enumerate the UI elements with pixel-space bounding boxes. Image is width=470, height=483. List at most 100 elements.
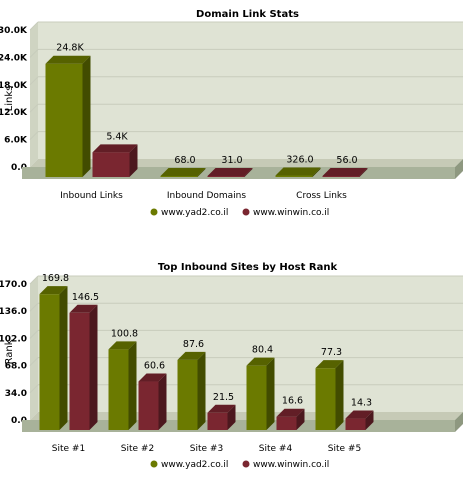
chart1-bar-side	[244, 168, 253, 177]
chart1-title: Domain Link Stats	[196, 9, 299, 20]
chart1-bar-yad2	[45, 55, 91, 177]
chart1-floor-side	[455, 159, 463, 179]
chart2-bar-side	[365, 410, 374, 430]
chart1-ytick-label: 12.0K	[0, 108, 28, 118]
chart2-ytick-label: 34.0	[5, 389, 27, 399]
chart1-bar-front	[92, 152, 130, 177]
chart2-bar-front	[345, 418, 366, 430]
chart1-bar-front	[45, 63, 83, 177]
chart1-data-label: 326.0	[286, 155, 313, 166]
chart2-bar-front	[246, 365, 267, 430]
chart1-bar-front	[322, 176, 360, 177]
chart2-ytick-label: 0.0	[11, 416, 27, 426]
chart2-bar-top	[177, 351, 206, 360]
chart2-gridline-side	[29, 275, 39, 285]
chart2-bar-front	[69, 312, 90, 430]
chart2-bar-top	[69, 304, 98, 313]
chart1-legend-marker	[242, 208, 250, 216]
chart2-side-wall	[30, 276, 38, 420]
chart1-data-label: 31.0	[221, 155, 242, 166]
chart2-bar-winwin	[69, 304, 98, 430]
chart2-x-tick-label: Site #2	[121, 444, 154, 454]
chart1-plot-wall	[38, 22, 463, 159]
chart1-ytick-label: 6.0K	[4, 136, 28, 146]
chart2-bar-front	[315, 368, 336, 430]
chart2-ytick-label: 170.0	[0, 280, 27, 290]
chart1-bar-front	[160, 176, 198, 177]
chart2-bar-winwin	[345, 410, 374, 430]
chart2-bar-side	[59, 286, 68, 430]
chart1-ytick-label: 18.0K	[0, 81, 28, 91]
chart2-bar-top	[108, 341, 137, 350]
chart2-bar-front	[207, 412, 228, 430]
chart1-bar-top	[322, 168, 368, 176]
chart1-gridline-side	[29, 21, 39, 31]
chart2-bar-side	[335, 360, 344, 430]
chart1-ytick-label: 0.0	[11, 163, 27, 173]
chart1-legend-label: www.yad2.co.il	[161, 208, 228, 218]
chart1-bar-winwin	[92, 144, 138, 177]
chart2-bar-yad2	[108, 341, 137, 430]
chart2-bar-front	[39, 294, 60, 430]
chart1-bar-yad2	[160, 168, 206, 177]
chart2-bar-winwin	[207, 404, 236, 430]
chart2-legend-marker	[150, 460, 158, 468]
chart1-bar-yad2	[275, 167, 321, 177]
chart2-data-label: 16.6	[282, 396, 303, 407]
chart2-bar-side	[89, 304, 98, 430]
chart2-data-label: 14.3	[351, 398, 372, 409]
chart2-data-label: 87.6	[183, 339, 204, 350]
chart1-x-tick-label: Cross Links	[296, 191, 347, 201]
chart2-gridline-side	[29, 357, 39, 366]
chart1-bar-top	[92, 144, 138, 153]
chart2-data-label: 60.6	[144, 361, 165, 372]
chart2-bar-front	[138, 381, 159, 430]
chart2-legend-label: www.winwin.co.il	[253, 460, 329, 470]
chart2-x-tick-label: Site #4	[259, 444, 293, 454]
chart1-bar-top	[160, 168, 206, 176]
chart2-x-tick-label: Site #3	[190, 444, 223, 454]
chart1-ytick-label: 30.0K	[0, 26, 28, 36]
chart1-data-label: 5.4K	[106, 131, 128, 142]
chart2-ytick-label: 136.0	[0, 307, 27, 317]
chart2-bar-side	[158, 373, 167, 430]
chart1-legend-marker	[150, 208, 158, 216]
chart2-bar-top	[315, 360, 344, 369]
chart1-bar-side	[359, 168, 368, 177]
chart2-bar-top	[276, 408, 305, 417]
chart2-y-axis-label: Rank	[4, 339, 15, 364]
chart1-gridline-side	[29, 103, 39, 113]
chart1-bar-side	[197, 168, 206, 177]
chart2-legend-label: www.yad2.co.il	[161, 460, 228, 470]
chart2-x-tick-label: Site #1	[52, 444, 85, 454]
chart2-gridline-side	[29, 384, 39, 394]
chart2-bar-yad2	[177, 351, 206, 430]
chart2-bar-side	[266, 357, 275, 430]
chart2-bar-side	[227, 404, 236, 430]
chart2-bar-winwin	[138, 373, 167, 430]
chart1-y-axis-label: Links	[4, 86, 15, 112]
chart1-legend-label: www.winwin.co.il	[253, 208, 329, 218]
chart1-data-label: 56.0	[336, 155, 357, 166]
chart1-ytick-label: 24.0K	[0, 53, 28, 63]
chart2-bar-top	[207, 404, 236, 413]
chart1-bar-winwin	[322, 168, 368, 177]
chart2-data-label: 169.8	[42, 273, 69, 284]
chart2-data-label: 77.3	[321, 347, 342, 358]
chart2-bar-yad2	[315, 360, 344, 430]
chart2-bar-front	[108, 349, 129, 430]
chart2-bar-front	[177, 359, 198, 430]
chart1-gridline-side	[29, 131, 39, 140]
chart1-x-tick-label: Inbound Links	[60, 191, 123, 201]
chart2-ytick-label: 68.0	[5, 362, 27, 372]
chart1-data-label: 24.8K	[56, 43, 84, 54]
chart1-bar-top	[45, 55, 91, 64]
chart1-bar-front	[207, 176, 245, 177]
chart2-title: Top Inbound Sites by Host Rank	[158, 262, 338, 273]
chart1-data-label: 68.0	[174, 155, 195, 166]
chart2-gridline-side	[29, 330, 39, 339]
chart2-bar-side	[296, 408, 305, 430]
chart1-bar-top	[275, 167, 321, 176]
chart2-data-label: 146.5	[72, 292, 99, 303]
